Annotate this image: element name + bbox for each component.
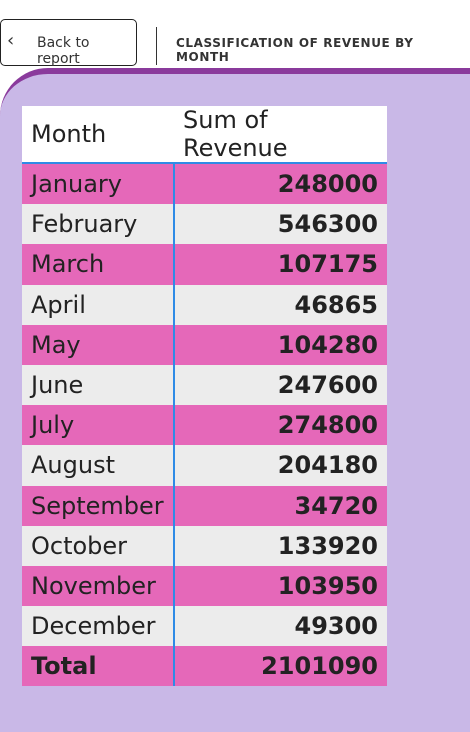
revenue-table: Month Sum of Revenue January 248000 Febr… (22, 106, 387, 687)
revenue-cell: 103950 (174, 565, 387, 607)
column-header-month[interactable]: Month (22, 106, 174, 164)
month-cell: November (22, 565, 175, 607)
total-revenue: 2101090 (174, 646, 387, 687)
table-row[interactable]: April 46865 (22, 284, 387, 325)
table-row[interactable]: October 133920 (22, 525, 387, 566)
column-header-revenue[interactable]: Sum of Revenue (174, 106, 387, 164)
table-header-row: Month Sum of Revenue (22, 106, 387, 164)
month-cell: August (22, 445, 175, 486)
total-label: Total (22, 646, 175, 687)
month-cell: April (22, 284, 175, 325)
table-row[interactable]: January 248000 (22, 163, 387, 205)
revenue-cell: 104280 (174, 324, 387, 365)
table-row[interactable]: March 107175 (22, 244, 387, 285)
revenue-cell: 49300 (174, 606, 387, 647)
month-cell: June (22, 364, 175, 406)
revenue-cell: 204180 (174, 445, 387, 486)
table-row[interactable]: July 274800 (22, 405, 387, 446)
month-cell: February (22, 204, 175, 245)
month-cell: January (22, 163, 175, 205)
revenue-cell: 546300 (174, 204, 387, 245)
page-title: CLASSIFICATION OF REVENUE BY MONTH (176, 36, 414, 64)
header-divider (156, 27, 157, 65)
table-row[interactable]: August 204180 (22, 445, 387, 486)
table-row[interactable]: June 247600 (22, 364, 387, 406)
month-cell: September (22, 485, 175, 526)
table-row[interactable]: February 546300 (22, 204, 387, 245)
month-cell: March (22, 244, 175, 285)
top-bar: ‹ Back to report CLASSIFICATION OF REVEN… (0, 0, 470, 68)
month-cell: December (22, 606, 175, 647)
month-cell: October (22, 525, 175, 566)
revenue-cell: 133920 (174, 525, 387, 566)
month-cell: July (22, 405, 175, 446)
back-to-report-button[interactable]: ‹ Back to report (0, 19, 137, 67)
revenue-cell: 34720 (174, 485, 387, 526)
revenue-cell: 107175 (174, 244, 387, 285)
table-total-row: Total 2101090 (22, 646, 387, 687)
revenue-cell: 274800 (174, 405, 387, 446)
table-row[interactable]: May 104280 (22, 324, 387, 365)
revenue-cell: 247600 (174, 364, 387, 406)
back-button-label: Back to report (37, 35, 90, 67)
table-row[interactable]: December 49300 (22, 606, 387, 647)
table-row[interactable]: November 103950 (22, 565, 387, 607)
month-cell: May (22, 324, 175, 365)
chevron-left-icon: ‹ (7, 30, 15, 51)
table-row[interactable]: September 34720 (22, 485, 387, 526)
revenue-cell: 248000 (174, 163, 387, 205)
revenue-cell: 46865 (174, 284, 387, 325)
